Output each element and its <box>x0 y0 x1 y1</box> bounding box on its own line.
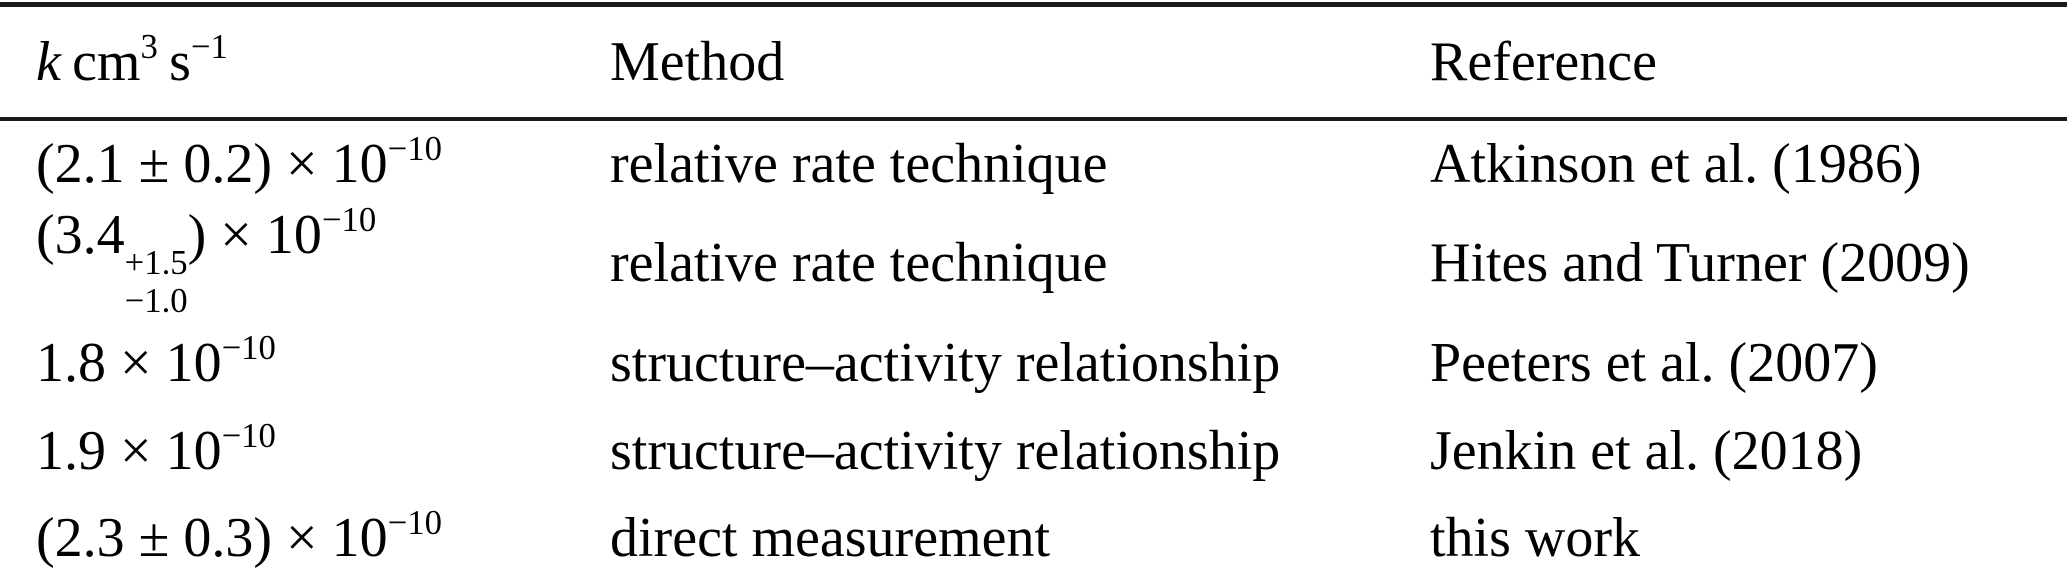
k-value-cell: 1.9 × 10−10 <box>0 407 610 495</box>
table-row: (2.1 ± 0.2) × 10−10 relative rate techni… <box>0 119 2067 207</box>
k-uncertainty-upper: +1.5 <box>124 243 188 283</box>
k-value-pre: (3.4 <box>36 203 125 266</box>
table-row: (3.4 +1.5 −1.0) × 10−10 relative rate tech… <box>0 202 2067 319</box>
column-header-reference: Reference <box>1430 30 1657 93</box>
header-row: k cm3 s−1 Method Reference <box>0 5 2067 119</box>
column-header-k: k cm3 s−1 <box>0 5 610 119</box>
table-row: (2.3 ± 0.3) × 10−10 direct measurement t… <box>0 495 2067 576</box>
reference-cell: Jenkin et al. (2018) <box>1430 419 1863 482</box>
k-value-exponent: −10 <box>387 128 442 168</box>
reference-cell: Atkinson et al. (1986) <box>1430 132 1922 195</box>
k-unit-cm-exponent: 3 <box>140 27 158 67</box>
k-symbol: k <box>36 30 61 93</box>
table-row: 1.9 × 10−10 structure–activity relations… <box>0 407 2067 495</box>
k-value-main: (2.3 ± 0.3) × 10 <box>36 506 388 569</box>
method-cell: relative rate technique <box>610 132 1108 195</box>
reference-cell: Peeters et al. (2007) <box>1430 331 1878 394</box>
k-value-cell: (3.4 +1.5 −1.0) × 10−10 <box>0 202 610 319</box>
k-value-exponent: −10 <box>387 503 442 543</box>
k-value-exponent: −10 <box>221 328 276 368</box>
k-value-exponent: −10 <box>221 416 276 456</box>
reference-cell: Hites and Turner (2009) <box>1430 231 1970 294</box>
k-value-main: (2.1 ± 0.2) × 10 <box>36 132 388 195</box>
k-unit-cm: cm <box>72 30 141 93</box>
table-body: (2.1 ± 0.2) × 10−10 relative rate techni… <box>0 119 2067 576</box>
k-uncertainty-stack: +1.5 −1.0 <box>125 244 188 319</box>
column-header-method: Method <box>610 30 785 93</box>
k-value-cell: 1.8 × 10−10 <box>0 319 610 407</box>
method-cell: direct measurement <box>610 506 1051 569</box>
k-value-cell: (2.3 ± 0.3) × 10−10 <box>0 495 610 576</box>
k-value-main: 1.9 × 10 <box>36 419 222 482</box>
method-cell: structure–activity relationship <box>610 331 1281 394</box>
k-value-exponent: −10 <box>321 199 377 239</box>
method-cell: structure–activity relationship <box>610 419 1281 482</box>
table-header: k cm3 s−1 Method Reference <box>0 5 2067 119</box>
k-uncertainty-lower: −1.0 <box>124 280 188 320</box>
reference-cell: this work <box>1430 506 1640 569</box>
table-row: 1.8 × 10−10 structure–activity relations… <box>0 319 2067 407</box>
k-unit-s-exponent: −1 <box>190 27 228 67</box>
k-unit-s: s <box>169 30 191 93</box>
k-value-post: ) × 10 <box>187 203 322 266</box>
k-value-cell: (2.1 ± 0.2) × 10−10 <box>0 119 610 207</box>
k-value-main: 1.8 × 10 <box>36 331 222 394</box>
method-cell: relative rate technique <box>610 231 1108 294</box>
